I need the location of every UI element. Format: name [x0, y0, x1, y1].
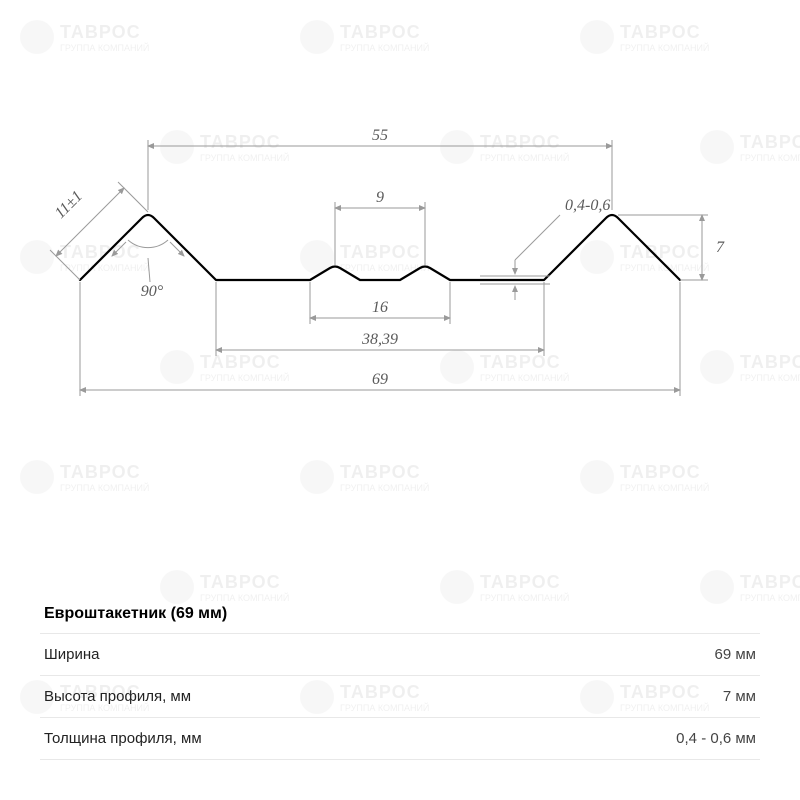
dim-right-height: 7 — [716, 239, 725, 256]
spec-table: Ширина 69 мм Высота профиля, мм 7 мм Тол… — [40, 633, 760, 760]
dim-top-span: 55 — [372, 127, 388, 144]
spec-label: Высота профиля, мм — [40, 676, 511, 718]
spec-value: 69 мм — [511, 634, 760, 676]
spec-value: 7 мм — [511, 676, 760, 718]
dim-slant: 11±1 — [52, 188, 86, 222]
dim-mid-span: 16 — [372, 299, 388, 316]
spec-label: Ширина — [40, 634, 511, 676]
dim-bump-top: 9 — [376, 189, 384, 206]
spec-section: Евроштакетник (69 мм) Ширина 69 мм Высот… — [40, 595, 760, 760]
table-row: Ширина 69 мм — [40, 634, 760, 676]
dim-thickness: 0,4-0,6 — [565, 197, 610, 214]
spec-value: 0,4 - 0,6 мм — [511, 718, 760, 760]
profile-diagram: 55 11±1 9 0,4-0,6 7 90° 16 38,39 69 — [40, 60, 760, 460]
dim-inner-span: 38,39 — [361, 331, 398, 348]
dim-angle: 90° — [141, 283, 164, 300]
table-row: Толщина профиля, мм 0,4 - 0,6 мм — [40, 718, 760, 760]
table-row: Высота профиля, мм 7 мм — [40, 676, 760, 718]
spec-title: Евроштакетник (69 мм) — [40, 595, 760, 633]
spec-label: Толщина профиля, мм — [40, 718, 511, 760]
dim-full-span: 69 — [372, 371, 388, 388]
profile-path — [80, 215, 680, 280]
